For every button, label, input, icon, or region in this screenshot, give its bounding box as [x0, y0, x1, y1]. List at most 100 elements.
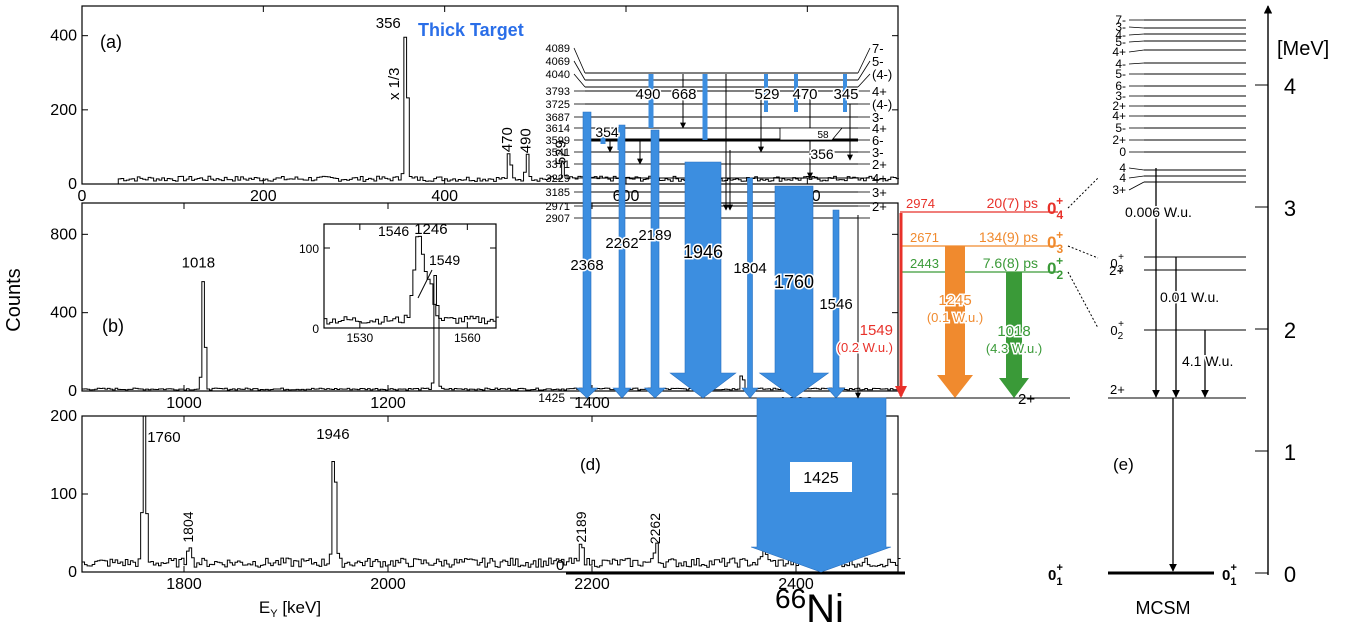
transition-arrow — [643, 129, 667, 399]
peak-label: 1246 — [414, 221, 447, 238]
spin-index: 1 — [1056, 576, 1062, 588]
reduced-strength: (0.2 W.u.) — [837, 340, 893, 355]
level-leader — [1128, 40, 1145, 43]
peak-label: 356 — [376, 15, 401, 32]
y-tick-label: 0 — [312, 322, 319, 336]
level-spin: 5- — [1115, 67, 1126, 81]
y-tick-label: 400 — [50, 28, 77, 45]
level-spin: 2+ — [1110, 382, 1125, 397]
y-tick-label: 200 — [50, 102, 77, 119]
spin-index: 2 — [1118, 331, 1124, 342]
level-spin: 2+ — [1112, 133, 1126, 147]
plot-frame — [81, 5, 899, 185]
axis-tick-label: 4 — [1284, 74, 1296, 99]
level-energy: 2443 — [910, 256, 939, 271]
peak-label: 2189 — [573, 511, 589, 542]
axis-tick-label: 3 — [1284, 196, 1296, 221]
level-spin: 2+ — [1109, 263, 1124, 278]
transition-arrow — [758, 185, 830, 399]
transition-label: 2368 — [570, 257, 603, 274]
spectrum-inset-b: 1530 1560 0 100 1546 1549 — [299, 223, 499, 345]
peak-pointer — [417, 269, 433, 299]
peak-label: 470 — [499, 127, 516, 152]
y-tick-label: 0 — [68, 176, 77, 193]
panel-label: (d) — [580, 455, 601, 474]
level-spin: 4- — [1115, 28, 1126, 42]
level-spin: 4+ — [1112, 109, 1126, 123]
spin-index: 4 — [1056, 208, 1063, 222]
spectrum-trace — [82, 36, 899, 185]
level-spin: 4- — [1115, 57, 1126, 71]
x-tick-label: 1000 — [166, 395, 202, 412]
label-box — [790, 462, 852, 492]
level-spin: 2+ — [1018, 391, 1035, 408]
x-tick-label: 1560 — [454, 331, 481, 345]
transition-label: 1546 — [819, 296, 852, 313]
level-energy: 3614 — [546, 123, 570, 135]
level-spin: 4+ — [872, 171, 887, 186]
level-spin: 5- — [1115, 121, 1126, 135]
x-tick-label: 1800 — [166, 576, 202, 593]
level-energy: 1425 — [538, 391, 565, 405]
transition-arrow — [617, 128, 623, 150]
level-spin: 4+ — [872, 84, 887, 99]
spin-parity: + — [1230, 562, 1236, 574]
level-leader — [857, 60, 871, 81]
y-tick-label: 100 — [50, 486, 77, 503]
chart-title: Thick Target — [418, 20, 524, 40]
mcsm-scheme: 01234[MeV]7-3-4-5-4+4-5-6-3-2+4+5-2+0443… — [1067, 5, 1329, 618]
transition-label: 668 — [671, 86, 696, 103]
transition-arrow — [937, 246, 973, 398]
level-spin: 4 — [1119, 161, 1126, 175]
counts-axis-label: Counts — [3, 268, 25, 331]
level-energy: 2971 — [546, 201, 570, 213]
level-spin: 2+ — [872, 157, 887, 172]
level-energy: 3229 — [546, 173, 570, 185]
level-spin: 7- — [872, 41, 884, 56]
spin-index: 2 — [1056, 268, 1063, 282]
x-tick-label: 0 — [78, 188, 87, 205]
level-lifetime: 134(9) ps — [979, 229, 1038, 245]
level-spin: 3- — [1115, 89, 1126, 103]
transition-arrow — [843, 74, 847, 112]
connector — [1067, 271, 1099, 329]
y-tick-label: 200 — [50, 408, 77, 425]
axis-tick-label: 2 — [1284, 318, 1296, 343]
level-spin: 03+ — [1110, 252, 1124, 275]
nucleus-label: 66Ni — [775, 583, 844, 631]
level-leader — [1128, 181, 1145, 191]
panel-label: (b) — [102, 316, 124, 336]
axis-tick-label: 0 — [1284, 562, 1296, 587]
level-spin: (4-) — [872, 67, 892, 82]
level-spin: 02+ — [1110, 319, 1124, 342]
transition-label: 490 — [635, 86, 660, 103]
level-scheme: 4089 7-4069 5-4040 (4-)3793 4+3725 (4-)3687 3-… — [538, 41, 1070, 588]
y-tick-label: 400 — [50, 305, 77, 322]
transition-arrow — [764, 74, 768, 112]
axis-tick-label: 1 — [1284, 440, 1296, 465]
y-tick-label: 0 — [68, 383, 77, 400]
x-tick-label: 1200 — [370, 395, 406, 412]
x-tick-label: 2200 — [574, 576, 610, 593]
peak-label: 1018 — [182, 254, 215, 271]
panel-label: (a) — [100, 32, 122, 52]
transition-label: 1946 — [683, 242, 723, 262]
x-tick-label: 2400 — [778, 576, 814, 593]
level-leader — [573, 73, 586, 88]
level-leader — [573, 47, 586, 74]
level-spin: 4+ — [872, 121, 887, 136]
transition-label: 356 — [810, 146, 834, 162]
peak-label: 1546 — [378, 223, 409, 239]
reduced-strength: 0.006 W.u. — [1125, 204, 1192, 220]
level-spin: 3+ — [872, 185, 887, 200]
spin-index: 3 — [1056, 242, 1063, 256]
spin-parity: + — [1118, 319, 1124, 330]
level-spin: 01+ — [1222, 562, 1237, 588]
x-tick-label: 2000 — [370, 576, 406, 593]
x-tick-label: 1530 — [346, 331, 373, 345]
transition-label: 470 — [792, 86, 817, 103]
mcsm-title: MCSM — [1136, 598, 1191, 618]
spin-parity: + — [1056, 194, 1063, 208]
transition-label: 1018 — [997, 323, 1030, 340]
